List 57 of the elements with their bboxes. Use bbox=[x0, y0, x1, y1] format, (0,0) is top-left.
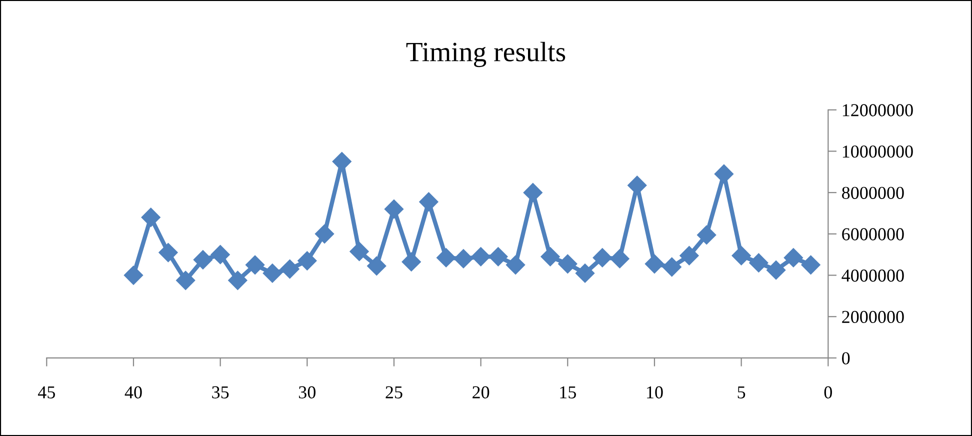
point bbox=[176, 270, 196, 290]
point bbox=[488, 247, 508, 266]
point bbox=[592, 248, 612, 268]
point bbox=[419, 192, 438, 212]
point bbox=[628, 176, 647, 195]
point bbox=[558, 254, 578, 274]
point bbox=[697, 225, 716, 244]
point bbox=[506, 255, 526, 274]
point bbox=[662, 257, 682, 277]
point bbox=[141, 208, 160, 227]
point bbox=[436, 248, 456, 268]
point bbox=[454, 249, 473, 268]
point bbox=[262, 264, 282, 283]
x-tick-label: 40 bbox=[124, 386, 142, 398]
point bbox=[680, 246, 699, 266]
y-tick-label: 4000000 bbox=[842, 270, 904, 282]
point bbox=[784, 248, 803, 268]
point bbox=[158, 242, 178, 262]
point bbox=[766, 260, 786, 280]
y-tick-label: 0 bbox=[842, 352, 850, 364]
point bbox=[801, 255, 820, 274]
point bbox=[367, 256, 386, 276]
point bbox=[402, 252, 421, 272]
x-tick-label: 25 bbox=[386, 386, 402, 398]
x-tick-label: 0 bbox=[824, 386, 832, 398]
y-tick-label: 12000000 bbox=[842, 104, 913, 116]
x-tick-label: 20 bbox=[472, 386, 490, 398]
point bbox=[246, 255, 265, 274]
point bbox=[280, 260, 300, 279]
point bbox=[384, 200, 404, 219]
point bbox=[298, 251, 317, 270]
x-tick-label: 10 bbox=[647, 386, 663, 398]
x-tick-label: 35 bbox=[212, 386, 229, 398]
point bbox=[732, 246, 751, 266]
point bbox=[350, 242, 369, 262]
point bbox=[644, 254, 664, 274]
point bbox=[575, 264, 595, 283]
point bbox=[610, 249, 630, 268]
x-tick-label: 30 bbox=[298, 386, 316, 398]
x-tick-label: 45 bbox=[38, 386, 55, 398]
x-tick-label: 5 bbox=[738, 386, 746, 398]
x-tick-label: 15 bbox=[560, 386, 576, 398]
point bbox=[714, 164, 734, 184]
point bbox=[210, 245, 230, 264]
point bbox=[523, 183, 542, 202]
y-tick-label: 8000000 bbox=[842, 186, 904, 200]
y-tick-label: 10000000 bbox=[842, 145, 913, 158]
y-tick-label: 2000000 bbox=[842, 310, 904, 324]
point bbox=[540, 247, 560, 266]
point bbox=[749, 253, 768, 272]
point bbox=[193, 250, 212, 270]
y-tick-label: 6000000 bbox=[842, 228, 904, 240]
point bbox=[471, 247, 490, 266]
point bbox=[228, 270, 248, 290]
chart-title: Timing results bbox=[406, 42, 566, 68]
point bbox=[314, 224, 334, 244]
point bbox=[124, 266, 144, 285]
